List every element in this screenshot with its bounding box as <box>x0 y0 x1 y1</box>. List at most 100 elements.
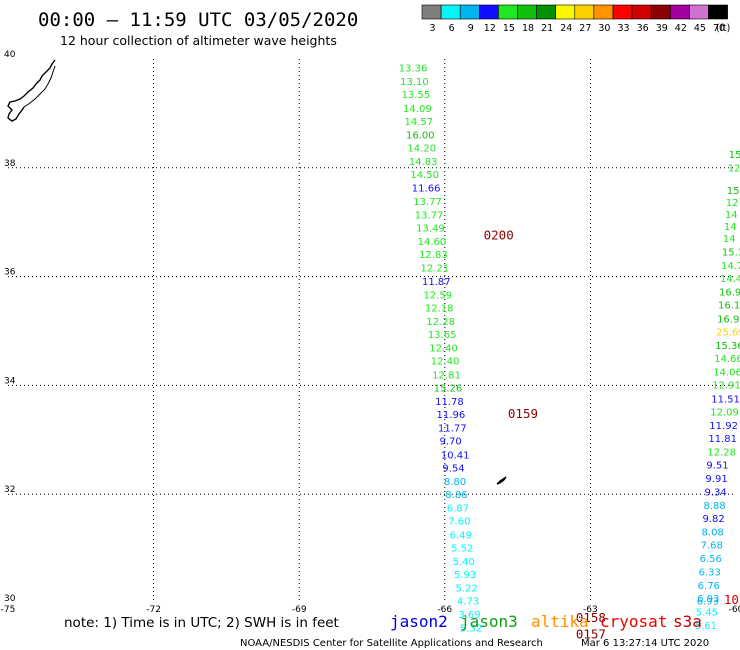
pass-time-label: 0200 <box>484 228 514 243</box>
x-tick-label: -72 <box>146 605 161 615</box>
wave-height-label: 16.9 <box>719 288 740 299</box>
wave-height-label: 25.69 <box>716 327 740 338</box>
wave-height-label: 9.51 <box>706 461 728 472</box>
colorbar-unit: (ft) <box>716 23 730 34</box>
wave-height-label: 14 <box>723 234 736 245</box>
colorbar-label: 45 <box>694 23 706 34</box>
wave-height-label: 11.92 <box>709 421 738 432</box>
axis-ticks: -75 -72 -69 -66 -63 -60 30 32 34 36 38 40 <box>1 50 740 615</box>
colorbar-swatch <box>478 4 499 20</box>
colorbar-legend: 3 6 9 12 15 18 21 24 27 30 33 36 39 42 45 70 <box>421 4 728 34</box>
wave-height-label: 9.54 <box>442 463 464 474</box>
wave-height-label: 14.20 <box>407 143 436 154</box>
wave-height-label: 3.69 <box>458 610 480 621</box>
footer-credit: NOAA/NESDIS Center for Satellite Applica… <box>240 638 543 649</box>
bermuda-island <box>496 476 507 485</box>
wave-height-label: 14.4 <box>720 274 740 285</box>
wave-height-label: 15.3 <box>722 247 740 258</box>
wave-height-label: 15.36 <box>715 341 740 352</box>
page-title: 00:00 – 11:59 UTC 03/05/2020 <box>38 9 358 31</box>
page-subtitle: 12 hour collection of altimeter wave hei… <box>60 33 337 48</box>
colorbar-swatch <box>536 4 556 20</box>
footer-note: note: 1) Time is in UTC; 2) SWH is in fe… <box>64 615 339 631</box>
colorbar-swatch <box>631 4 652 20</box>
wave-height-label: 6.49 <box>450 530 472 541</box>
colorbar-swatch <box>650 4 671 20</box>
wave-height-label: 12 <box>726 198 739 209</box>
wave-height-label: 5.61 <box>695 621 717 632</box>
wave-height-label: 11.51 <box>711 394 740 405</box>
wave-height-label: 13.49 <box>416 223 445 234</box>
wave-height-label: 5.52 <box>451 543 473 554</box>
wave-height-label: 7.60 <box>448 517 470 528</box>
colorbar-label: 42 <box>675 23 687 34</box>
colorbar-swatch <box>612 4 633 20</box>
map-grid <box>8 59 736 603</box>
colorbar-label: 18 <box>522 23 534 34</box>
wave-height-label: 5.22 <box>455 584 477 595</box>
x-tick-label: -63 <box>583 605 598 615</box>
wave-height-label: 6.76 <box>698 581 720 592</box>
wave-height-label: 12.91 <box>712 381 740 392</box>
wave-height-label: 15 <box>727 186 740 197</box>
wave-height-label: 11.78 <box>435 397 464 408</box>
wave-height-label: 8.08 <box>702 528 724 539</box>
y-tick-label: 38 <box>4 159 16 169</box>
wave-height-label: 11.81 <box>708 434 737 445</box>
colorbar-label: 9 <box>468 23 474 34</box>
coastline-inner <box>23 65 56 108</box>
wave-height-label: 13.77 <box>415 210 444 221</box>
y-tick-label: 36 <box>4 268 16 278</box>
pass-time-label: 0158 <box>576 610 606 625</box>
wave-height-label: 11.77 <box>438 424 467 435</box>
colorbar-swatch <box>669 4 690 20</box>
colorbar-label: 24 <box>560 23 572 34</box>
x-tick-label: -75 <box>1 605 16 615</box>
colorbar-label: 15 <box>503 23 515 34</box>
wave-height-label: 14.83 <box>409 157 438 168</box>
colorbar-swatch <box>421 4 442 20</box>
wave-height-label: 13.55 <box>402 90 431 101</box>
wave-height-label: 13.36 <box>399 64 428 75</box>
satellite-legend: jason2 jason3 altika cryosat s3a <box>390 612 702 631</box>
colorbar-swatch <box>517 4 537 20</box>
colorbar-label: 12 <box>484 23 496 34</box>
wave-height-label: 12.21 <box>421 264 450 275</box>
colorbar-label: 33 <box>618 23 630 34</box>
satellite-legend-item: jason3 <box>460 612 518 631</box>
wave-height-label: 14.66 <box>714 354 740 365</box>
wave-height-label: 14.50 <box>410 170 439 181</box>
colorbar-swatch <box>440 4 461 20</box>
colorbar-swatch <box>574 4 595 20</box>
wave-height-label: 12.40 <box>429 344 458 355</box>
wave-height-label: 15 <box>729 150 740 161</box>
y-tick-label: 40 <box>4 50 16 60</box>
footer-timestamp: Mar 6 13:27:14 UTC 2020 <box>581 638 709 649</box>
satellite-legend-item: cryosat <box>600 612 667 631</box>
wave-height-label: 16.00 <box>406 130 435 141</box>
wave-height-label: 5.32 <box>460 623 482 634</box>
wave-height-label: 12.40 <box>431 357 460 368</box>
colorbar-label: 39 <box>656 23 668 34</box>
wave-height-label: 14 <box>725 210 738 221</box>
wave-height-label: 4.73 <box>457 597 479 608</box>
wave-height-label: 12.81 <box>432 370 461 381</box>
x-tick-label: -69 <box>292 605 307 615</box>
wave-height-label: 14.09 <box>403 104 432 115</box>
wave-height-label: 14.57 <box>405 117 434 128</box>
wave-height-label: 8.86 <box>445 490 467 501</box>
wave-height-label: 15.26 <box>434 383 463 394</box>
wave-height-label: 12.59 <box>423 290 452 301</box>
y-tick-label: 30 <box>4 594 16 604</box>
wave-height-label: 16.92 <box>717 314 740 325</box>
wave-height-label: 12 <box>728 164 740 175</box>
wave-height-label: 14.06 <box>713 368 740 379</box>
wave-height-label: 7.68 <box>701 541 723 552</box>
colorbar-label: 21 <box>541 23 553 34</box>
wave-height-label: 6.87 <box>447 504 469 515</box>
wave-height-label: 11.66 <box>412 184 441 195</box>
wave-height-label: 10.41 <box>441 450 470 461</box>
wave-height-label: 9.82 <box>703 514 725 525</box>
colorbar-label: 6 <box>449 23 455 34</box>
